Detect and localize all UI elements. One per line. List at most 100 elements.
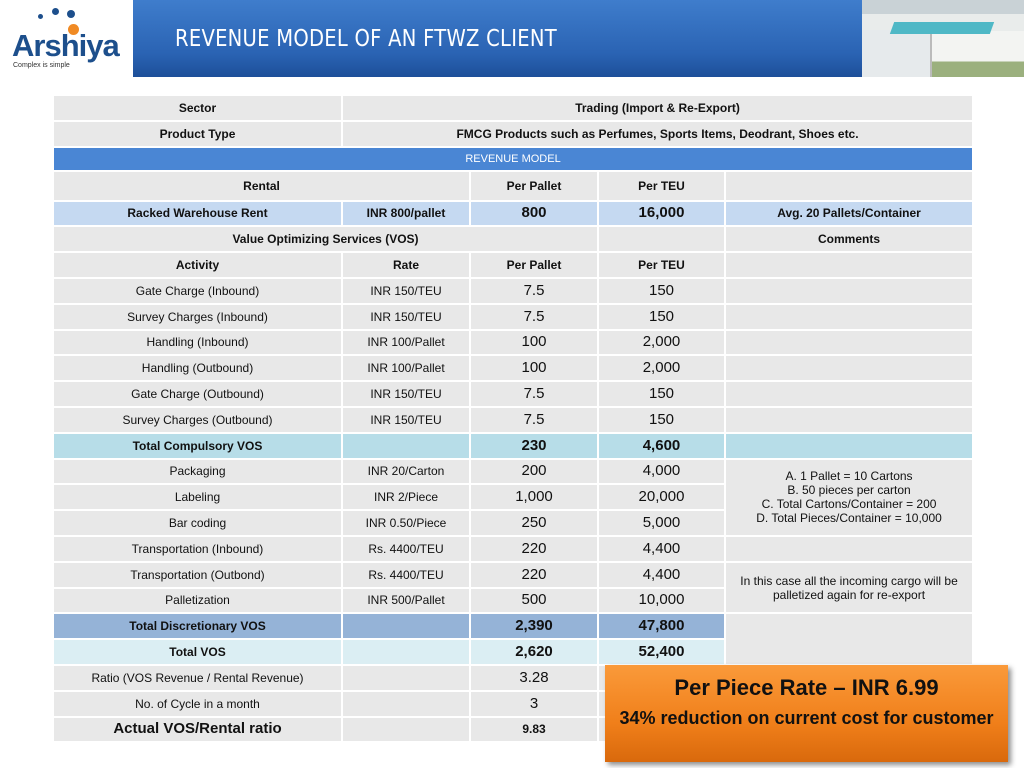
value: 3.28 xyxy=(469,663,599,692)
per-teu: 10,000 xyxy=(597,586,726,615)
per-teu: 52,400 xyxy=(597,638,726,666)
per-teu: 4,600 xyxy=(597,431,726,460)
blank-cell xyxy=(723,380,975,408)
activity: Handling (Outbound) xyxy=(52,354,343,383)
total-discretionary-row: Total Discretionary VOS 2,390 47,800 xyxy=(52,612,975,666)
blank-cell xyxy=(723,405,975,434)
rental-header-row: Rental Per Pallet Per TEU xyxy=(52,169,975,202)
per-pallet: 220 xyxy=(469,534,599,563)
col-activity: Activity xyxy=(52,251,343,279)
product-label: Product Type xyxy=(52,119,343,148)
logo-text: Arshiya xyxy=(12,28,120,63)
per-teu: 150 xyxy=(597,405,726,434)
comment-line: D. Total Pieces/Container = 10,000 xyxy=(756,511,942,526)
activity: Packaging xyxy=(52,457,343,486)
comment-line: C. Total Cartons/Container = 200 xyxy=(761,497,937,512)
per-teu: 150 xyxy=(597,302,726,331)
arshiya-logo: Arshiya Complex is simple xyxy=(0,0,133,77)
page-title: REVENUE MODEL OF AN FTWZ CLIENT xyxy=(175,26,557,52)
title-banner: REVENUE MODEL OF AN FTWZ CLIENT xyxy=(133,0,862,77)
per-pallet: 2,620 xyxy=(469,638,599,666)
rate: INR 100/Pallet xyxy=(341,328,471,357)
total-vos-row: Total VOS 2,620 52,400 xyxy=(52,638,973,666)
table-row: Bar coding INR 0.50/Piece 250 5,000 xyxy=(52,509,973,537)
per-pallet: 2,390 xyxy=(469,612,599,641)
product-value: FMCG Products such as Perfumes, Sports I… xyxy=(340,119,975,148)
blank-cell xyxy=(341,612,471,641)
table-row: Survey Charges (Outbound) INR 150/TEU 7.5 1… xyxy=(52,405,975,434)
activity: Transportation (Outbond) xyxy=(52,560,343,589)
per-teu: 2,000 xyxy=(597,328,726,357)
activity: Racked Warehouse Rent xyxy=(52,199,343,228)
rate: INR 2/Piece xyxy=(341,483,471,512)
blank-cell xyxy=(723,276,975,305)
blank-cell xyxy=(341,663,471,692)
per-pallet: 7.5 xyxy=(469,380,599,408)
vos-label: Value Optimizing Services (VOS) xyxy=(52,225,599,254)
sector-value: Trading (Import & Re-Export) xyxy=(340,94,975,122)
sector-label: Sector xyxy=(52,94,343,122)
col-rate: Rate xyxy=(341,251,471,279)
table-row: Transportation (Inbound) Rs. 4400/TEU 220 4… xyxy=(52,534,975,563)
transport-comment: In this case all the incoming cargo will… xyxy=(723,560,975,615)
per-pallet: 250 xyxy=(469,509,599,537)
per-teu: 2,000 xyxy=(597,354,726,383)
logo-tagline: Complex is simple xyxy=(13,62,70,69)
blank-cell xyxy=(341,431,471,460)
section-row: REVENUE MODEL xyxy=(51,145,975,172)
per-teu: 4,400 xyxy=(597,534,726,563)
per-teu: 150 xyxy=(597,276,726,305)
table-row: Handling (Inbound) INR 100/Pallet 100 2,000 xyxy=(52,328,975,357)
label: Ratio (VOS Revenue / Rental Revenue) xyxy=(52,663,343,692)
section-title: REVENUE MODEL xyxy=(51,145,975,172)
label: Total Discretionary VOS xyxy=(52,612,343,641)
rate: Rs. 4400/TEU xyxy=(341,560,471,589)
table-row: Gate Charge (Outbound) INR 150/TEU 7.5 150 xyxy=(52,380,975,408)
label: Total Compulsory VOS xyxy=(52,431,343,460)
blank-cell xyxy=(723,431,975,460)
blank-cell xyxy=(341,689,471,718)
per-pallet: 500 xyxy=(469,586,599,615)
table-row: Handling (Outbound) INR 100/Pallet 100 2,00… xyxy=(52,354,975,383)
sector-row: Sector Trading (Import & Re-Export) xyxy=(52,94,975,122)
callout-subtext: 34% reduction on current cost for custom… xyxy=(619,708,994,728)
label: Actual VOS/Rental ratio xyxy=(52,715,343,744)
col-per-pallet: Per Pallet xyxy=(469,169,599,202)
comment: Avg. 20 Pallets/Container xyxy=(723,199,975,228)
per-teu: 4,400 xyxy=(597,560,726,589)
per-pallet: 100 xyxy=(469,328,599,357)
per-teu: 150 xyxy=(597,380,726,408)
column-header-row: Activity Rate Per Pallet Per TEU xyxy=(52,251,975,279)
blank-cell xyxy=(723,169,975,202)
comments-label: Comments xyxy=(723,225,975,254)
col-per-pallet: Per Pallet xyxy=(469,251,599,279)
per-teu: 5,000 xyxy=(597,509,726,537)
table-row: Palletization INR 500/Pallet 500 10,000 xyxy=(52,586,973,615)
total-compulsory-row: Total Compulsory VOS 230 4,600 xyxy=(52,431,975,460)
per-pallet: 800 xyxy=(469,199,599,228)
blank-cell xyxy=(723,354,975,383)
rate: INR 100/Pallet xyxy=(341,354,471,383)
activity: Transportation (Inbound) xyxy=(52,534,343,563)
per-teu: 4,000 xyxy=(597,457,726,486)
table-row: Gate Charge (Inbound) INR 150/TEU 7.5 150 xyxy=(52,276,975,305)
blank-cell xyxy=(597,225,726,254)
activity: Survey Charges (Inbound) xyxy=(52,302,343,331)
table-row: Packaging INR 20/Carton 200 4,000 A. 1 Palle… xyxy=(52,457,975,537)
per-pallet: 200 xyxy=(469,457,599,486)
rate: INR 150/TEU xyxy=(341,302,471,331)
rate: INR 500/Pallet xyxy=(341,586,471,615)
per-teu: 20,000 xyxy=(597,483,726,512)
blank-cell xyxy=(723,328,975,357)
blank-cell xyxy=(723,302,975,331)
label: Total VOS xyxy=(52,638,343,666)
activity: Labeling xyxy=(52,483,343,512)
table-row: Survey Charges (Inbound) INR 150/TEU 7.5 15… xyxy=(52,302,975,331)
rate: INR 150/TEU xyxy=(341,380,471,408)
rate: Rs. 4400/TEU xyxy=(341,534,471,563)
table-row: Labeling INR 2/Piece 1,000 20,000 xyxy=(52,483,973,512)
activity: Palletization xyxy=(52,586,343,615)
label: No. of Cycle in a month xyxy=(52,689,343,718)
activity: Handling (Inbound) xyxy=(52,328,343,357)
rate: INR 20/Carton xyxy=(341,457,471,486)
